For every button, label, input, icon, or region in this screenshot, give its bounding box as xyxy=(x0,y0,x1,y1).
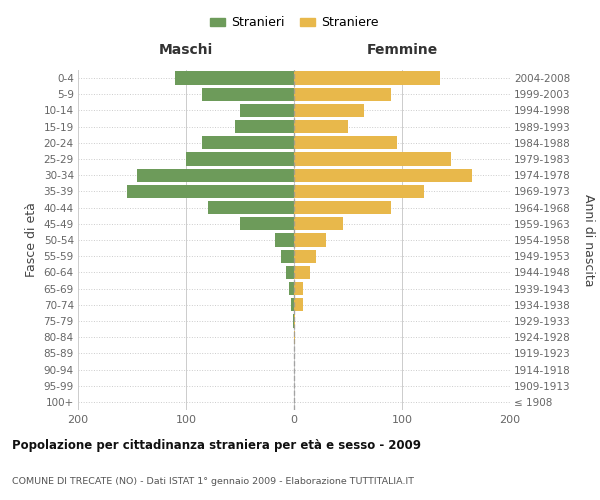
Legend: Stranieri, Straniere: Stranieri, Straniere xyxy=(205,11,383,34)
Bar xyxy=(294,185,424,198)
Text: Popolazione per cittadinanza straniera per età e sesso - 2009: Popolazione per cittadinanza straniera p… xyxy=(12,440,421,452)
Bar xyxy=(202,88,294,101)
Bar xyxy=(294,250,316,263)
Bar xyxy=(294,266,310,279)
Text: Maschi: Maschi xyxy=(159,43,213,57)
Bar xyxy=(294,168,472,182)
Bar xyxy=(240,217,294,230)
Y-axis label: Anni di nascita: Anni di nascita xyxy=(582,194,595,286)
Bar xyxy=(127,185,294,198)
Bar xyxy=(294,72,440,85)
Bar xyxy=(240,104,294,117)
Bar xyxy=(289,282,294,295)
Bar xyxy=(291,298,294,312)
Bar xyxy=(294,201,391,214)
Bar xyxy=(294,104,364,117)
Bar xyxy=(175,72,294,85)
Bar xyxy=(294,136,397,149)
Text: Femmine: Femmine xyxy=(367,43,437,57)
Bar xyxy=(235,120,294,134)
Bar xyxy=(293,314,294,328)
Bar xyxy=(294,282,302,295)
Y-axis label: Fasce di età: Fasce di età xyxy=(25,202,38,278)
Bar xyxy=(294,120,348,134)
Bar xyxy=(294,217,343,230)
Bar xyxy=(208,201,294,214)
Bar xyxy=(294,234,326,246)
Bar xyxy=(186,152,294,166)
Bar xyxy=(202,136,294,149)
Bar xyxy=(294,152,451,166)
Bar xyxy=(294,298,302,312)
Bar xyxy=(294,330,295,344)
Bar xyxy=(286,266,294,279)
Bar xyxy=(275,234,294,246)
Text: COMUNE DI TRECATE (NO) - Dati ISTAT 1° gennaio 2009 - Elaborazione TUTTITALIA.IT: COMUNE DI TRECATE (NO) - Dati ISTAT 1° g… xyxy=(12,477,414,486)
Bar xyxy=(294,88,391,101)
Bar xyxy=(281,250,294,263)
Bar xyxy=(294,314,295,328)
Bar xyxy=(137,168,294,182)
